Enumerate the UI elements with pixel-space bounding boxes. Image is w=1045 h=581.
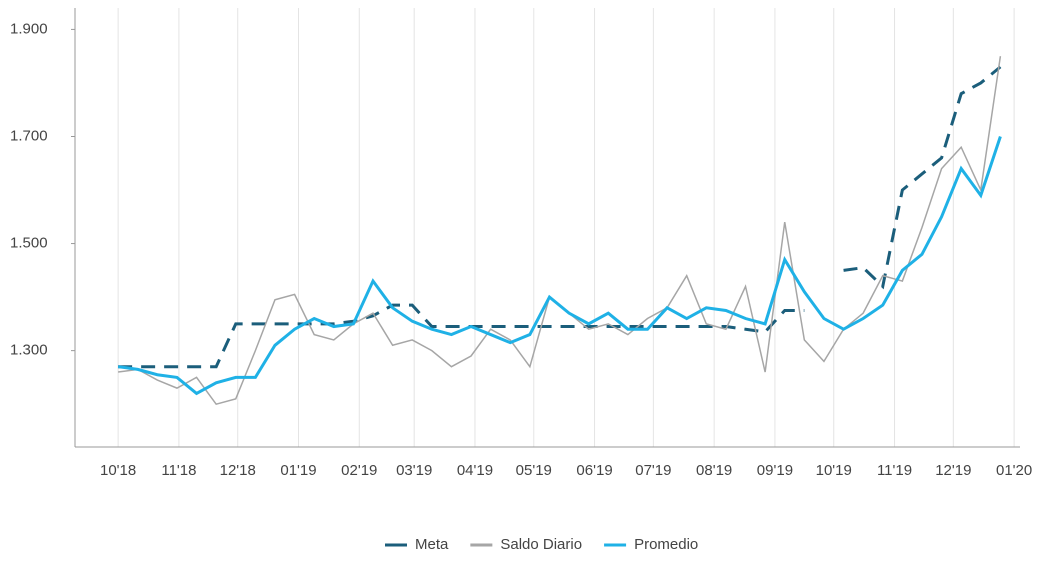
x-tick-label: 11'18 xyxy=(161,462,196,479)
y-tick-label: 1.900 xyxy=(10,20,48,37)
legend-label: Saldo Diario xyxy=(500,536,582,553)
x-tick-label: 04'19 xyxy=(457,462,493,479)
x-tick-label: 11'19 xyxy=(877,462,912,479)
x-tick-label: 08'19 xyxy=(696,462,732,479)
x-tick-label: 12'19 xyxy=(935,462,971,479)
x-tick-label: 05'19 xyxy=(516,462,552,479)
legend-label: Meta xyxy=(415,536,449,553)
x-tick-label: 01'19 xyxy=(280,462,316,479)
legend-label: Promedio xyxy=(634,536,698,553)
series-line xyxy=(118,303,805,369)
series-line xyxy=(118,56,1002,406)
x-tick-label: 03'19 xyxy=(396,462,432,479)
x-tick-label: 06'19 xyxy=(576,462,612,479)
x-tick-label: 12'18 xyxy=(220,462,256,479)
y-tick-label: 1.500 xyxy=(10,235,48,252)
x-tick-label: 01'20 xyxy=(996,462,1032,479)
x-tick-label: 07'19 xyxy=(635,462,671,479)
x-tick-label: 10'18 xyxy=(100,462,136,479)
x-tick-label: 02'19 xyxy=(341,462,377,479)
x-tick-label: 09'19 xyxy=(757,462,793,479)
y-tick-label: 1.300 xyxy=(10,342,48,359)
series-line xyxy=(117,136,1002,396)
y-tick-label: 1.700 xyxy=(10,127,48,144)
series-line xyxy=(843,65,1002,290)
x-tick-label: 10'19 xyxy=(816,462,852,479)
